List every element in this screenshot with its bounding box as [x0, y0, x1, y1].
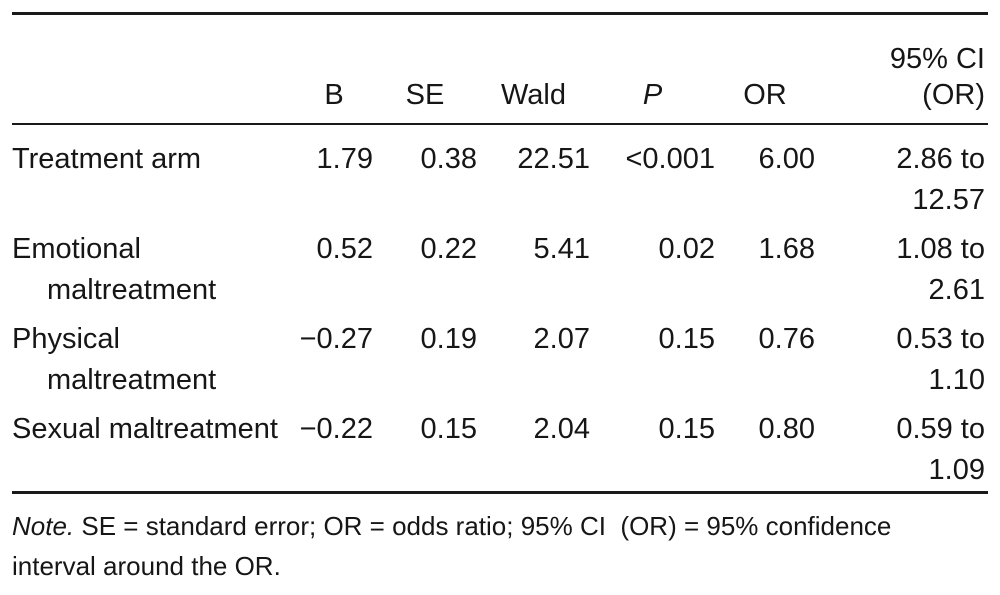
cell-se: 0.19 — [420, 323, 477, 355]
cell-p: 0.02 — [658, 233, 715, 265]
cell-p: 0.15 — [658, 323, 715, 355]
column-header-ci: 95% CI (OR) — [815, 15, 988, 125]
column-header-p: P — [590, 15, 715, 125]
cell-p: <0.001 — [625, 143, 715, 175]
cell-b: 0.52 — [316, 233, 373, 265]
cell-ci: 1.08 to 2.61 — [896, 233, 985, 306]
cell-or: 0.76 — [758, 323, 815, 355]
cell-se: 0.38 — [420, 143, 477, 175]
table-header-row: B SE Wald P OR 95% CI (OR) — [12, 15, 988, 125]
cell-or: 0.80 — [758, 413, 815, 445]
cell-ci: 0.59 to 1.09 — [896, 413, 985, 486]
regression-table: B SE Wald P OR 95% CI (OR) Treatment arm … — [12, 15, 988, 491]
cell-p: 0.15 — [658, 413, 715, 445]
note-text: SE = standard error; OR = odds ratio; 95… — [12, 511, 892, 581]
column-header-b: B — [295, 15, 373, 125]
column-header-wald: Wald — [477, 15, 590, 125]
table-top-rule — [12, 12, 988, 15]
cell-wald: 5.41 — [533, 233, 590, 265]
table-note: Note. SE = standard error; OR = odds rat… — [12, 506, 972, 586]
column-header-se: SE — [373, 15, 477, 125]
cell-or: 6.00 — [758, 143, 815, 175]
row-label: Treatment arm — [12, 143, 202, 175]
cell-wald: 2.07 — [533, 323, 590, 355]
cell-b: 1.79 — [316, 143, 373, 175]
row-label: Emotional maltreatment — [12, 233, 217, 306]
table-bottom-rule — [12, 491, 988, 494]
table-row-emotional-maltreatment: Emotional maltreatment 0.52 0.22 5.41 0.… — [12, 221, 988, 311]
cell-b: −0.27 — [299, 323, 373, 355]
table-row-sexual-maltreatment: Sexual maltreatment −0.22 0.15 2.04 0.15… — [12, 401, 988, 491]
cell-ci: 2.86 to 12.57 — [896, 143, 985, 216]
cell-wald: 22.51 — [517, 143, 590, 175]
note-label: Note. — [12, 511, 75, 541]
cell-se: 0.22 — [420, 233, 477, 265]
cell-ci: 0.53 to 1.10 — [896, 323, 985, 396]
table-row-treatment-arm: Treatment arm 1.79 0.38 22.51 <0.001 6.0… — [12, 124, 988, 221]
ci-header-line1: 95% CI — [889, 43, 985, 75]
column-header-blank — [12, 15, 295, 125]
cell-b: −0.22 — [299, 413, 373, 445]
row-label: Physical maltreatment — [12, 323, 217, 396]
statistics-table: B SE Wald P OR 95% CI (OR) Treatment arm … — [12, 12, 988, 494]
cell-or: 1.68 — [758, 233, 815, 265]
table-row-physical-maltreatment: Physical maltreatment −0.27 0.19 2.07 0.… — [12, 311, 988, 401]
row-label: Sexual maltreatment — [12, 413, 278, 445]
cell-wald: 2.04 — [533, 413, 590, 445]
ci-header-line2: (OR) — [922, 79, 985, 111]
column-header-or: OR — [715, 15, 815, 125]
cell-se: 0.15 — [420, 413, 477, 445]
